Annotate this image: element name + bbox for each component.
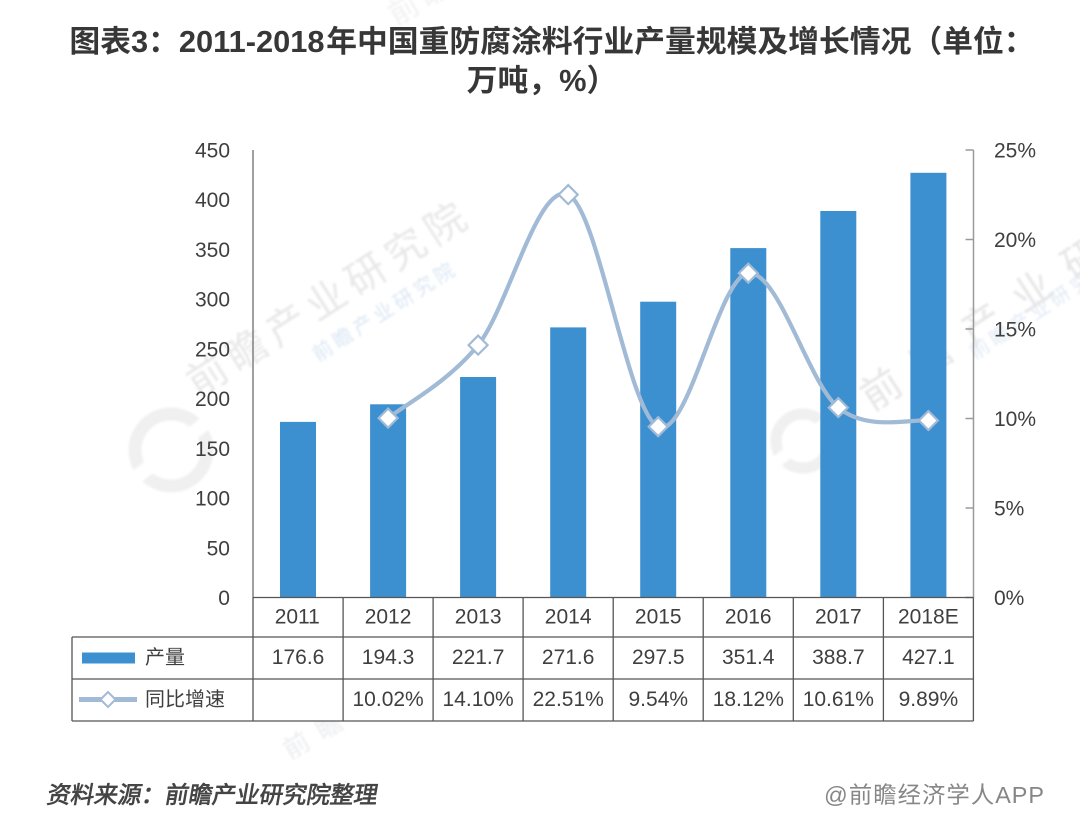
svg-text:176.6: 176.6 bbox=[272, 646, 325, 669]
svg-text:2011-2018: 2011-2018 bbox=[179, 24, 325, 59]
svg-text:10.02%: 10.02% bbox=[353, 688, 424, 711]
svg-text:400: 400 bbox=[195, 189, 230, 212]
svg-text:9.89%: 9.89% bbox=[899, 688, 959, 711]
svg-text:20%: 20% bbox=[994, 229, 1036, 252]
svg-text:@: @ bbox=[824, 782, 849, 808]
svg-text:10.61%: 10.61% bbox=[803, 688, 874, 711]
svg-text:350: 350 bbox=[195, 239, 230, 262]
svg-text:250: 250 bbox=[195, 338, 230, 361]
svg-text:%: % bbox=[559, 63, 586, 98]
svg-text:2017: 2017 bbox=[815, 606, 862, 629]
svg-text:2014: 2014 bbox=[545, 606, 592, 629]
svg-text:194.3: 194.3 bbox=[362, 646, 415, 669]
svg-text:15%: 15% bbox=[994, 319, 1036, 342]
svg-text:22.51%: 22.51% bbox=[533, 688, 604, 711]
svg-text:2011: 2011 bbox=[275, 606, 320, 629]
svg-text:14.10%: 14.10% bbox=[443, 688, 514, 711]
svg-text:200: 200 bbox=[195, 388, 230, 411]
svg-text:427.1: 427.1 bbox=[902, 646, 955, 669]
svg-text:APP: APP bbox=[995, 782, 1045, 808]
svg-text:271.6: 271.6 bbox=[542, 646, 595, 669]
svg-text:50: 50 bbox=[207, 537, 230, 560]
svg-text:2018E: 2018E bbox=[898, 606, 959, 629]
svg-text:221.7: 221.7 bbox=[452, 646, 505, 669]
svg-text:300: 300 bbox=[195, 289, 230, 312]
svg-text:150: 150 bbox=[195, 438, 230, 461]
svg-text:0: 0 bbox=[218, 587, 230, 610]
svg-text:2015: 2015 bbox=[635, 606, 682, 629]
svg-text:100: 100 bbox=[195, 488, 230, 511]
svg-text:450: 450 bbox=[195, 140, 230, 163]
svg-text:5%: 5% bbox=[994, 498, 1024, 521]
svg-text:2016: 2016 bbox=[725, 606, 772, 629]
svg-text:25%: 25% bbox=[994, 140, 1036, 163]
svg-text:351.4: 351.4 bbox=[722, 646, 775, 669]
svg-text:0%: 0% bbox=[994, 587, 1024, 610]
svg-text:9.54%: 9.54% bbox=[629, 688, 689, 711]
svg-text:3: 3 bbox=[131, 24, 148, 59]
svg-text:2012: 2012 bbox=[365, 606, 412, 629]
svg-text:18.12%: 18.12% bbox=[713, 688, 784, 711]
svg-text:2013: 2013 bbox=[455, 606, 502, 629]
svg-text:10%: 10% bbox=[994, 408, 1036, 431]
svg-text:388.7: 388.7 bbox=[812, 646, 865, 669]
svg-text:297.5: 297.5 bbox=[632, 646, 685, 669]
